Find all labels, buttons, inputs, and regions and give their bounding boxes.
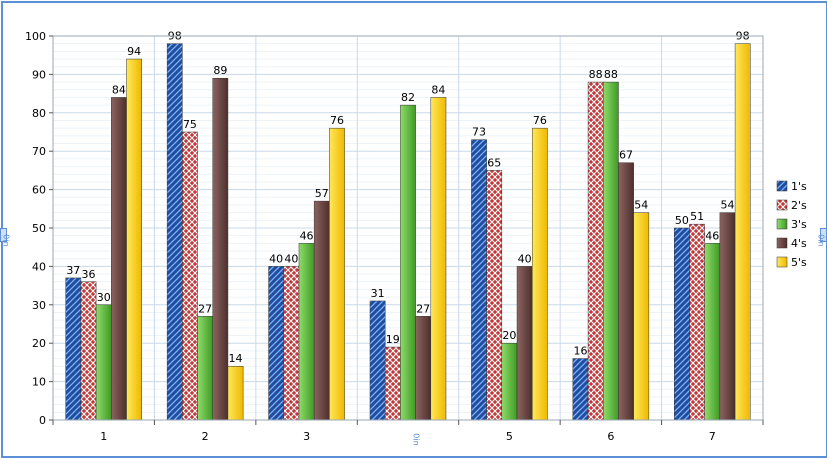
bar — [471, 139, 487, 421]
bar — [369, 300, 386, 421]
data-label: 76 — [533, 114, 547, 127]
bar — [501, 342, 518, 421]
data-label: 88 — [589, 68, 603, 81]
data-label: 89 — [213, 64, 227, 77]
legend-swatch — [776, 218, 788, 230]
data-label: 40 — [284, 252, 298, 265]
data-label: 54 — [634, 199, 648, 212]
data-label: 65 — [487, 156, 501, 169]
bar — [531, 127, 548, 421]
data-label: 84 — [112, 83, 126, 96]
data-label: 76 — [330, 114, 344, 127]
legend-swatch — [776, 180, 788, 192]
legend-label: 2's — [791, 199, 807, 212]
data-label: 31 — [371, 287, 385, 300]
bar — [126, 58, 142, 421]
bar — [313, 200, 330, 421]
y-tick-label: 20 — [32, 337, 46, 350]
bar — [298, 243, 315, 421]
bar — [633, 212, 650, 421]
y-tick-label: 100 — [25, 30, 46, 43]
y-tick-label: 60 — [32, 184, 46, 197]
y-tick-label: 90 — [32, 68, 46, 81]
y-tick-label: 30 — [32, 299, 46, 312]
x-tick-label: 3 — [303, 430, 310, 443]
bar — [704, 243, 721, 421]
bar — [65, 277, 82, 421]
y-tick-label: 0 — [39, 414, 46, 427]
data-label: 57 — [315, 187, 329, 200]
bar — [603, 81, 619, 421]
bar — [227, 365, 244, 421]
bar — [734, 43, 751, 421]
bar — [111, 97, 127, 421]
bar — [283, 266, 300, 421]
x-tick-label: 7 — [709, 430, 716, 443]
bar — [268, 266, 285, 421]
data-label: 88 — [604, 68, 618, 81]
x-tick-label: 1 — [100, 430, 107, 443]
bar — [486, 170, 503, 421]
data-label: 40 — [269, 252, 283, 265]
legend-swatch — [776, 199, 788, 211]
data-label: 75 — [183, 118, 197, 131]
y-tick-label: 40 — [32, 260, 46, 273]
data-label: 16 — [573, 345, 587, 358]
bar — [516, 266, 533, 421]
data-label: 19 — [386, 333, 400, 346]
bar — [166, 43, 183, 421]
data-label: 51 — [690, 210, 704, 223]
data-label: 84 — [431, 83, 445, 96]
data-label: 94 — [127, 45, 141, 58]
data-label: 46 — [300, 229, 314, 242]
left-resize-handle[interactable] — [0, 228, 7, 242]
y-tick-label: 80 — [32, 107, 46, 120]
y-tick-label: 70 — [32, 145, 46, 158]
legend-swatch — [776, 256, 788, 268]
bar — [197, 316, 213, 421]
x-tick-label: 5 — [506, 430, 513, 443]
data-label: 30 — [97, 291, 111, 304]
data-label: 67 — [619, 149, 633, 162]
bar — [415, 316, 432, 421]
y-tick-label: 10 — [32, 376, 46, 389]
bar — [400, 104, 416, 421]
data-label: 27 — [198, 302, 212, 315]
data-label: 50 — [675, 214, 689, 227]
data-label: 36 — [82, 268, 96, 281]
bar — [182, 131, 198, 421]
legend-label: 5's — [791, 256, 807, 269]
x-tick-label: 6 — [607, 430, 614, 443]
legend-label: 3's — [791, 218, 807, 231]
bar — [329, 127, 345, 421]
data-label: 54 — [720, 199, 734, 212]
bar — [384, 346, 401, 421]
bar — [95, 304, 112, 421]
legend-swatch — [776, 237, 788, 249]
bar — [689, 223, 705, 421]
bar — [80, 281, 97, 421]
bar — [572, 358, 589, 421]
data-label: 27 — [416, 302, 430, 315]
data-label: 14 — [229, 352, 243, 365]
data-label: 82 — [401, 91, 415, 104]
data-label: 37 — [66, 264, 80, 277]
bar — [719, 212, 736, 421]
y-tick-label: 50 — [32, 222, 46, 235]
data-label: 46 — [705, 229, 719, 242]
bar — [674, 227, 690, 421]
legend-label: 4's — [791, 237, 807, 250]
x-tick-label: 2 — [202, 430, 209, 443]
bar — [618, 162, 634, 421]
bar — [430, 97, 447, 421]
data-label: 73 — [472, 126, 486, 139]
data-label: 40 — [518, 252, 532, 265]
bar — [587, 81, 604, 421]
bar — [212, 77, 229, 421]
data-label: 20 — [502, 329, 516, 342]
legend-label: 1's — [791, 180, 807, 193]
